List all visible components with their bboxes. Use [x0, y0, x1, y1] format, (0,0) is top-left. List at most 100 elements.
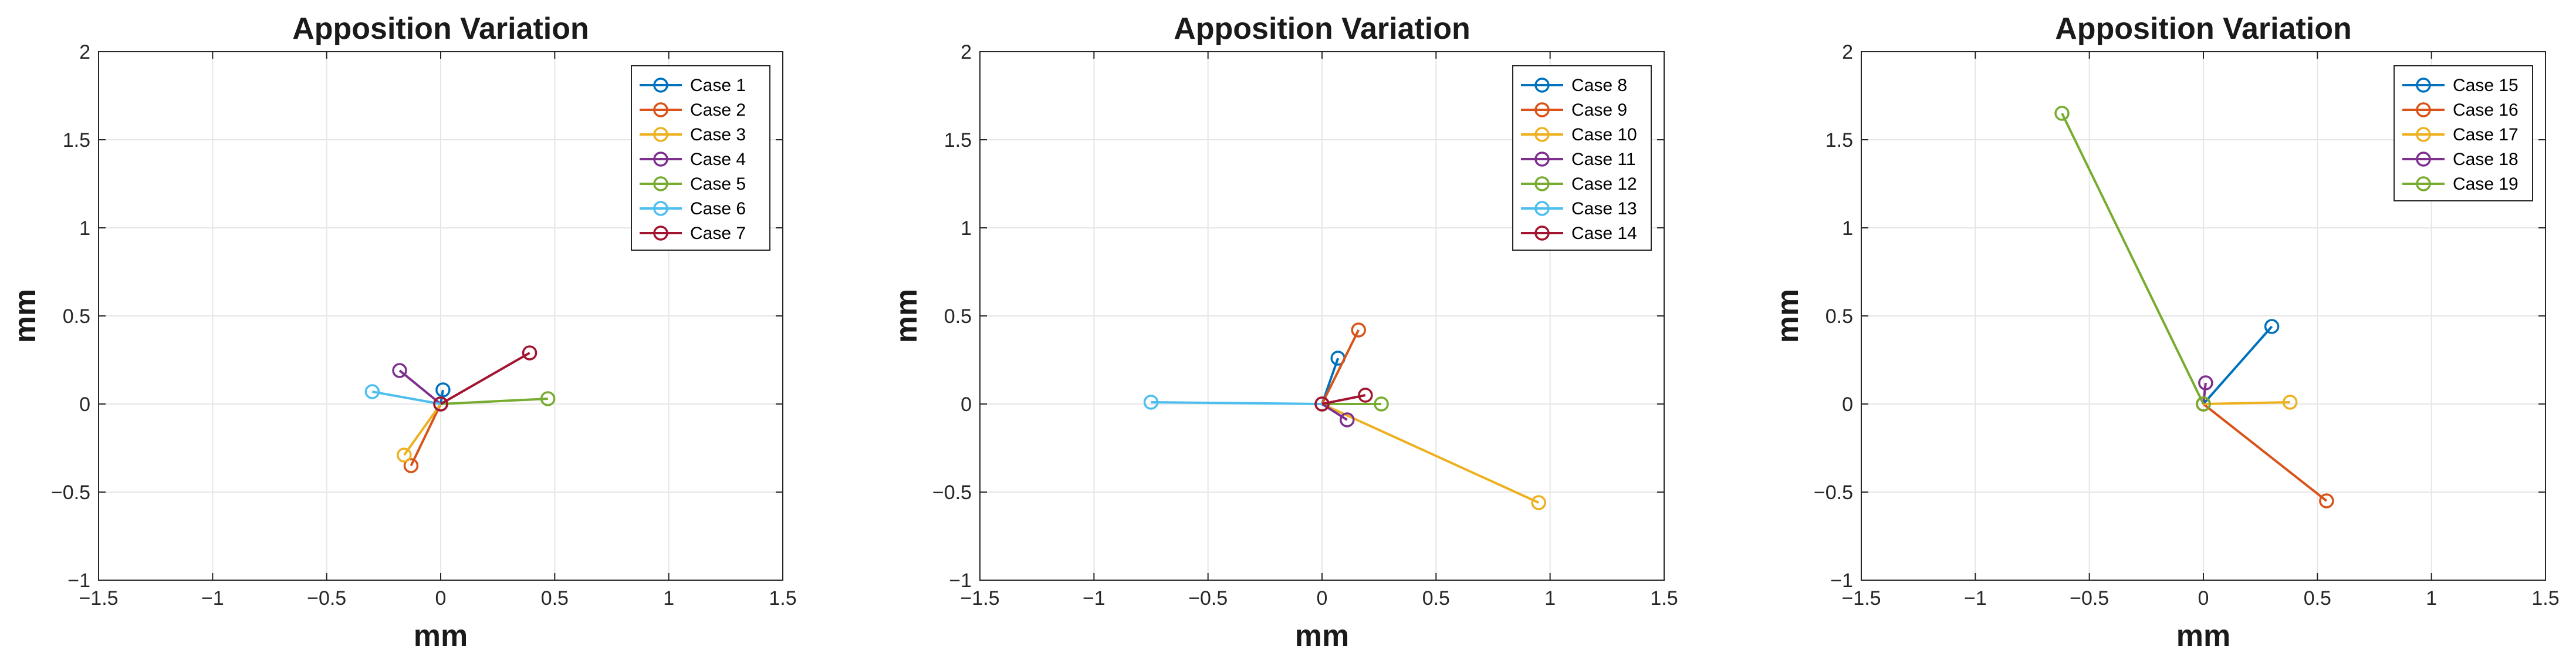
data-point	[2282, 395, 2298, 410]
legend: Case 1 Case 2 Case 3 Case 4 Case 5 Case 6 Case…	[631, 65, 770, 251]
x-tick-label: 1.5	[2531, 587, 2559, 610]
series-line	[2202, 382, 2207, 405]
data-point	[540, 391, 556, 406]
y-axis-label: mm	[8, 289, 42, 343]
x-tick-label: −1	[1083, 587, 1106, 610]
y-tick-label: 2	[961, 41, 972, 63]
data-point	[1143, 395, 1159, 410]
y-axis-label: mm	[1771, 289, 1805, 343]
legend-label: Case 1	[690, 76, 746, 95]
x-tick-label: 0.5	[1422, 587, 1450, 610]
legend-swatch-marker	[653, 151, 668, 167]
legend-swatch-marker	[653, 127, 668, 142]
data-point	[1531, 495, 1546, 510]
series-line	[2061, 113, 2205, 405]
series-case-19	[2054, 106, 2211, 412]
x-axis-label: mm	[414, 619, 468, 653]
legend-label: Case 4	[690, 150, 746, 169]
y-tick-label: 1	[1842, 217, 1853, 240]
series-line	[403, 403, 442, 456]
data-point	[522, 345, 537, 361]
y-tick-label: 0	[961, 393, 972, 416]
y-tick-label: 2	[1842, 41, 1853, 63]
legend-swatch-marker	[2416, 151, 2431, 167]
legend-swatch-marker	[1534, 78, 1550, 93]
data-point	[364, 384, 380, 399]
legend-label: Case 10	[1571, 125, 1637, 144]
y-tick-label: 1.5	[63, 129, 90, 151]
legend-swatch-marker	[653, 225, 668, 241]
series-line	[2203, 401, 2290, 405]
legend-label: Case 11	[1571, 150, 1636, 169]
legend-label: Case 5	[690, 174, 746, 194]
data-point	[1314, 396, 1330, 412]
y-tick-label: 1.5	[1825, 129, 1853, 151]
legend-swatch-marker	[2416, 78, 2431, 93]
x-tick-label: 0	[2198, 587, 2209, 610]
x-tick-label: −1	[201, 587, 224, 610]
y-tick-label: 0.5	[63, 305, 90, 328]
y-tick-label: 0.5	[944, 305, 972, 328]
x-tick-label: −0.5	[1188, 587, 1228, 610]
y-tick-label: −1	[67, 570, 90, 592]
data-point	[2196, 396, 2211, 412]
data-point	[2264, 319, 2280, 334]
series-line	[2202, 403, 2328, 502]
x-tick-label: −1.5	[960, 587, 999, 610]
data-point	[2054, 106, 2070, 121]
x-tick-label: 0	[1317, 587, 1328, 610]
legend-label: Case 17	[2453, 125, 2518, 144]
legend-label: Case 2	[690, 100, 746, 120]
legend-swatch-marker	[1534, 176, 1550, 191]
x-tick-label: −1	[1964, 587, 1987, 610]
data-point	[392, 363, 407, 378]
y-tick-label: 0	[79, 393, 90, 416]
x-tick-label: 1	[2426, 587, 2437, 610]
data-point	[433, 396, 448, 412]
chart-panel-1: −1.5 −1 −0.5 0 0.5 1 1.5−1−0.500.511.52Apposit…	[8, 12, 797, 653]
y-tick-label: 0.5	[1825, 305, 1853, 328]
chart-panel-3: −1.5 −1 −0.5 0 0.5 1 1.5−1−0.500.511.52Apposit…	[1771, 12, 2560, 653]
x-tick-label: 0.5	[2304, 587, 2331, 610]
series-line	[1321, 403, 1540, 504]
y-tick-label: −0.5	[51, 482, 90, 504]
x-tick-label: 1.5	[1650, 587, 1678, 610]
x-tick-label: 0	[435, 587, 447, 610]
data-point	[1358, 388, 1373, 403]
legend-label: Case 7	[690, 224, 746, 243]
y-tick-label: 0	[1842, 393, 1853, 416]
series-line	[1151, 401, 1323, 405]
chart-title: Apposition Variation	[1174, 12, 1470, 46]
series-line	[372, 390, 441, 405]
legend-label: Case 15	[2453, 76, 2518, 95]
series-line	[1321, 403, 1348, 421]
series-case-7	[433, 345, 537, 412]
chart-title: Apposition Variation	[2055, 12, 2352, 46]
legend-swatch-marker	[2416, 176, 2431, 191]
y-tick-label: 2	[79, 41, 90, 63]
x-tick-label: −0.5	[307, 587, 346, 610]
data-point	[2198, 375, 2213, 390]
legend-label: Case 18	[2453, 150, 2518, 169]
legend-label: Case 3	[690, 125, 746, 144]
data-point	[1340, 412, 1355, 427]
legend-label: Case 14	[1571, 224, 1637, 243]
legend-swatch-marker	[2416, 102, 2431, 117]
legend-swatch-marker	[653, 102, 668, 117]
series-case-14	[1314, 388, 1373, 412]
y-tick-label: −1	[1830, 570, 1853, 592]
legend-label: Case 13	[1571, 199, 1637, 218]
chart-panel-2: −1.5 −1 −0.5 0 0.5 1 1.5−1−0.500.511.52Apposit…	[890, 12, 1678, 653]
y-tick-label: 1	[961, 217, 972, 240]
data-point	[397, 447, 412, 463]
data-point	[1351, 322, 1366, 338]
series-line	[440, 398, 548, 405]
x-tick-label: 1.5	[769, 587, 796, 610]
legend-label: Case 19	[2453, 174, 2518, 194]
x-tick-label: 1	[663, 587, 674, 610]
y-tick-label: −0.5	[1814, 482, 1853, 504]
legend-swatch-marker	[1534, 201, 1550, 216]
legend: Case 15 Case 16 Case 17 Case 18 Case 19	[2394, 65, 2533, 201]
data-point	[2319, 493, 2334, 509]
